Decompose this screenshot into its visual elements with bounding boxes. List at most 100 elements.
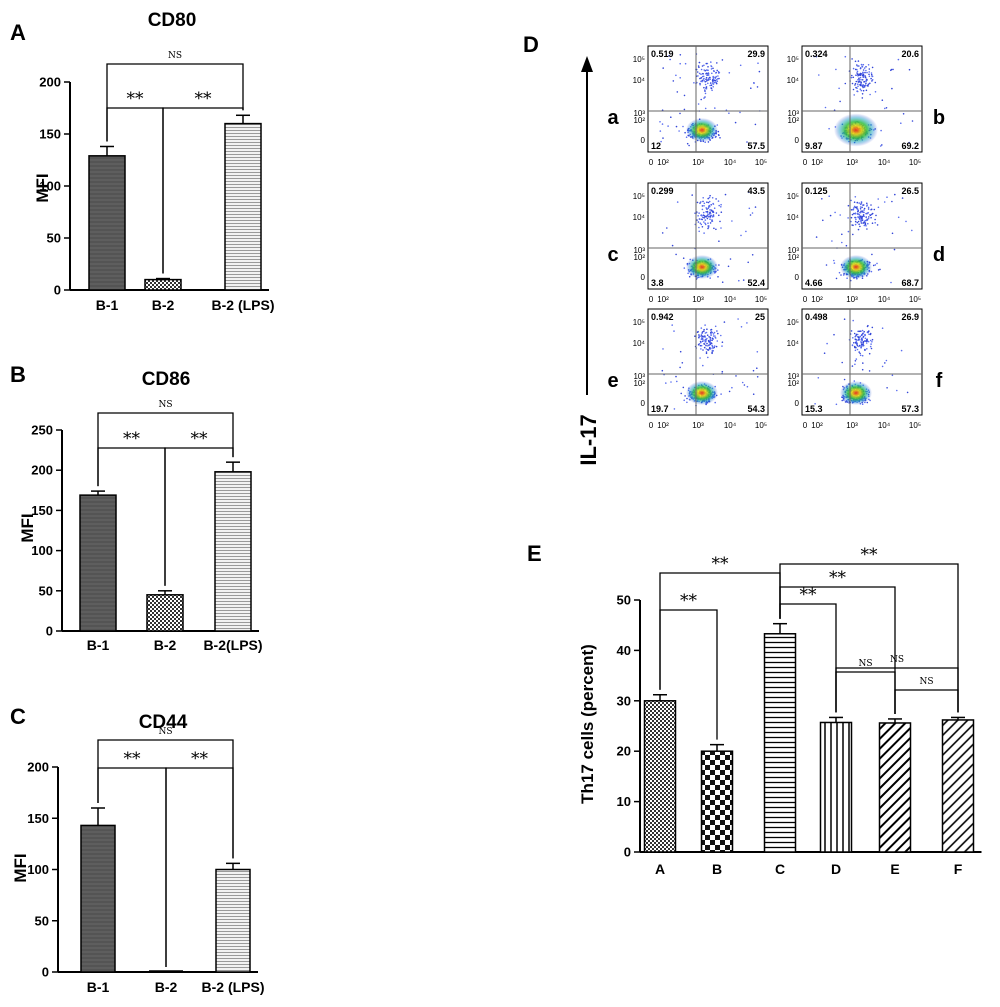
flow-dot [861,345,863,347]
chart-e-bar [819,721,853,853]
flow-dot [701,65,704,67]
flow-dot [694,335,696,338]
flow-dot [724,193,727,196]
flow-dot [874,218,876,221]
flow-dot [870,216,872,219]
chart-b-category-label: B-2(LPS) [203,637,262,653]
flow-dot [856,213,859,215]
flow-dot [865,82,867,85]
flow-dot [852,337,854,339]
flow-quadrant-ur: 26.5 [901,186,919,196]
flow-dot [867,206,870,209]
flow-ytick-label: 10⁵ [633,192,645,201]
flow-xtick-label: 10⁵ [909,158,921,167]
flow-dot [871,80,873,82]
flow-dot [682,257,685,260]
chart-c-significance-label: ** [191,749,209,769]
flow-quadrant-ul: 0.942 [651,312,674,322]
flow-dot [847,217,849,219]
chart-a-category-label: B-1 [96,297,119,313]
flow-dot [678,130,680,132]
flow-dot [675,74,677,77]
flow-dot [702,200,704,203]
flow-dot [870,270,873,273]
flow-dot [712,77,714,79]
flow-dot [717,75,719,77]
flow-dot [745,230,747,233]
flow-ytick-label: 10³ [633,372,645,381]
flow-dot [884,362,886,364]
flow-dot [707,345,709,347]
flow-ytick-label: 10² [633,116,645,125]
flow-dot [708,336,710,338]
flow-dot [707,356,709,359]
flow-dot [750,87,752,89]
flow-dot [864,334,866,337]
flow-dot [863,81,865,83]
flow-dot [712,347,714,350]
flow-dot [706,212,709,214]
flow-dot [704,96,706,98]
flow-dot [869,345,872,348]
chart-a-bar [144,278,182,291]
flow-dot [679,54,682,56]
flow-dot [683,108,686,111]
flow-dot [869,333,872,336]
flow-dot [712,202,714,205]
flow-xtick-label: 10³ [846,421,858,430]
flow-dot [861,219,863,221]
flow-dot [841,361,843,364]
flow-dot [707,222,709,224]
flow-dot [717,78,719,80]
flow-dot [862,86,864,89]
chart-b-ytick-label: 100 [31,543,53,558]
flow-dot [696,201,699,204]
chart-b-bar [79,494,117,632]
flow-dot [897,216,900,219]
flow-dot [855,74,857,76]
flow-dot [704,107,707,110]
flow-dot [705,86,708,88]
flow-dot [854,82,857,85]
flow-dot [718,214,720,217]
flow-dot [858,216,860,218]
fc-ylabel: IL-17 [576,414,601,465]
flow-dot [885,107,888,109]
flow-dot [866,71,868,74]
flow-dot [684,131,686,134]
flow-dot [858,223,860,225]
chart-e-category-label: E [890,861,899,877]
flow-dot [714,335,716,337]
flow-dot [703,79,705,82]
flow-dot [711,72,713,75]
flow-quadrant-ul: 0.519 [651,49,674,59]
chart-c-ytick-label: 200 [27,760,49,775]
flow-dot [883,201,886,203]
flow-quadrant-ul: 0.125 [805,186,828,196]
flow-dot [701,218,703,221]
flow-dot [703,77,705,80]
flow-xtick-label: 10⁴ [724,295,737,304]
flow-dot [897,58,900,61]
flow-dot [867,340,870,343]
flow-dot [669,58,671,61]
flow-dot [703,346,706,349]
flow-dot [683,399,685,402]
flow-dot [715,75,717,78]
flow-dot [847,230,850,233]
flow-dot [710,329,712,331]
flow-dot [862,214,865,216]
flow-dot [871,75,874,78]
chart-e-category-label: D [831,861,841,877]
flow-dot [875,214,877,217]
flow-dot [886,387,888,389]
chart-e-significance-label: NS [858,659,872,669]
flow-dot [870,347,873,350]
flow-dot [667,125,669,127]
flow-ytick-label: 0 [641,273,646,282]
flow-dot [890,68,893,71]
flow-dot [839,100,841,103]
